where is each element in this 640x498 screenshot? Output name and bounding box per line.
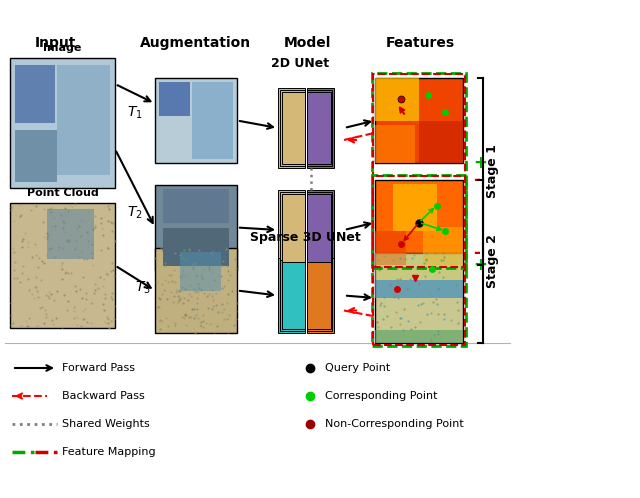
Bar	[375, 253, 463, 343]
Bar	[15, 65, 55, 123]
Text: Augmentation: Augmentation	[140, 36, 251, 50]
Bar	[278, 258, 305, 333]
Text: Input: Input	[35, 36, 76, 50]
Text: $T_2$: $T_2$	[127, 205, 143, 221]
Text: $T_1$: $T_1$	[127, 105, 143, 121]
Bar	[424, 227, 463, 265]
Bar	[307, 92, 331, 164]
Bar	[282, 194, 305, 266]
Bar	[163, 189, 229, 223]
Text: Features: Features	[385, 36, 454, 50]
Bar	[307, 192, 332, 268]
Bar	[15, 129, 57, 181]
Text: Model: Model	[284, 36, 331, 50]
Bar	[375, 280, 463, 298]
Bar	[280, 90, 305, 166]
Bar	[163, 228, 229, 266]
Bar	[307, 258, 334, 333]
Bar	[375, 78, 419, 121]
Text: $T_3$: $T_3$	[135, 280, 151, 296]
Bar	[307, 194, 331, 266]
Text: Feature Mapping: Feature Mapping	[62, 447, 156, 457]
Bar	[282, 92, 305, 164]
Bar	[280, 192, 305, 268]
Bar	[57, 65, 109, 175]
Text: 2D UNet: 2D UNet	[271, 57, 329, 70]
Text: Backward Pass: Backward Pass	[62, 391, 145, 401]
Bar	[155, 78, 237, 163]
Bar	[192, 82, 233, 159]
Bar	[375, 330, 463, 343]
Bar	[307, 262, 331, 329]
Bar	[307, 190, 334, 270]
Bar	[307, 260, 332, 331]
Text: -: -	[473, 171, 480, 189]
Text: Point Cloud: Point Cloud	[27, 188, 99, 198]
Bar	[280, 260, 305, 331]
Bar	[392, 184, 436, 231]
Bar	[307, 88, 334, 168]
Text: Image: Image	[44, 43, 82, 53]
Bar	[282, 262, 305, 329]
Text: Stage 2: Stage 2	[486, 235, 499, 288]
Text: Forward Pass: Forward Pass	[62, 363, 135, 373]
Bar	[375, 125, 415, 163]
Bar	[419, 121, 463, 163]
Text: +: +	[473, 256, 487, 274]
Text: Query Point: Query Point	[325, 363, 390, 373]
Bar	[47, 209, 94, 259]
Bar	[278, 190, 305, 270]
Bar	[180, 252, 221, 290]
Text: Shared Weights: Shared Weights	[62, 419, 150, 429]
Bar	[375, 231, 406, 265]
Bar	[375, 253, 463, 280]
Bar	[307, 90, 332, 166]
Text: +: +	[473, 154, 487, 172]
Bar	[159, 82, 190, 116]
Text: Non-Corresponding Point: Non-Corresponding Point	[325, 419, 464, 429]
Text: Stage 1: Stage 1	[486, 144, 499, 198]
Text: Corresponding Point: Corresponding Point	[325, 391, 438, 401]
Text: Sparse 3D UNet: Sparse 3D UNet	[250, 231, 360, 244]
Bar	[155, 248, 237, 333]
Bar	[10, 203, 115, 328]
Bar	[375, 78, 463, 163]
Bar	[10, 58, 115, 188]
Bar	[278, 88, 305, 168]
Bar	[155, 185, 237, 270]
Text: -: -	[473, 244, 480, 262]
Bar	[375, 180, 463, 265]
